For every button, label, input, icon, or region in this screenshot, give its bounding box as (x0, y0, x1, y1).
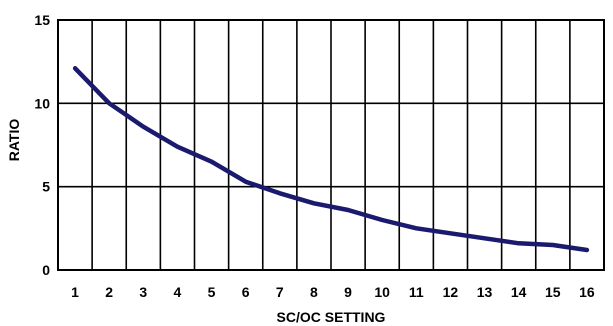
x-tick-labels: 1 2 3 4 5 6 7 8 9 10 11 12 13 14 15 16 (71, 284, 595, 300)
x-tick-label: 14 (511, 284, 527, 300)
x-tick-label: 9 (344, 284, 352, 300)
x-tick-label: 4 (174, 284, 182, 300)
x-tick-label: 1 (71, 284, 79, 300)
x-tick-label: 16 (579, 284, 595, 300)
y-axis-title: RATIO (6, 119, 22, 162)
plot-border (57, 19, 605, 271)
x-tick-label: 7 (276, 284, 284, 300)
y-tick-labels: 0 5 10 15 (34, 12, 50, 278)
grid-layer (58, 19, 604, 271)
x-tick-label: 13 (477, 284, 493, 300)
y-tick-label: 0 (42, 262, 50, 278)
x-axis-title: SC/OC SETTING (277, 309, 386, 325)
x-tick-label: 2 (105, 284, 113, 300)
series-layer (72, 66, 590, 253)
x-tick-label: 8 (310, 284, 318, 300)
x-tick-label: 15 (545, 284, 561, 300)
x-tick-label: 12 (443, 284, 459, 300)
plot-frame (57, 19, 605, 271)
x-tick-label: 5 (208, 284, 216, 300)
y-tick-label: 15 (34, 12, 50, 28)
x-tick-label: 10 (374, 284, 390, 300)
x-tick-label: 3 (139, 284, 147, 300)
x-tick-label: 6 (242, 284, 250, 300)
y-tick-label: 10 (34, 95, 50, 111)
series-line (72, 66, 590, 253)
y-tick-label: 5 (42, 179, 50, 195)
x-tick-label: 11 (409, 284, 424, 300)
